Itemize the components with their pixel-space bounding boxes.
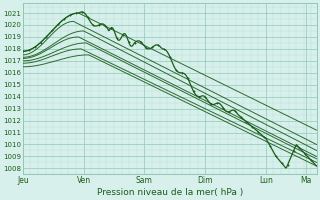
X-axis label: Pression niveau de la mer( hPa ): Pression niveau de la mer( hPa ) <box>97 188 243 197</box>
